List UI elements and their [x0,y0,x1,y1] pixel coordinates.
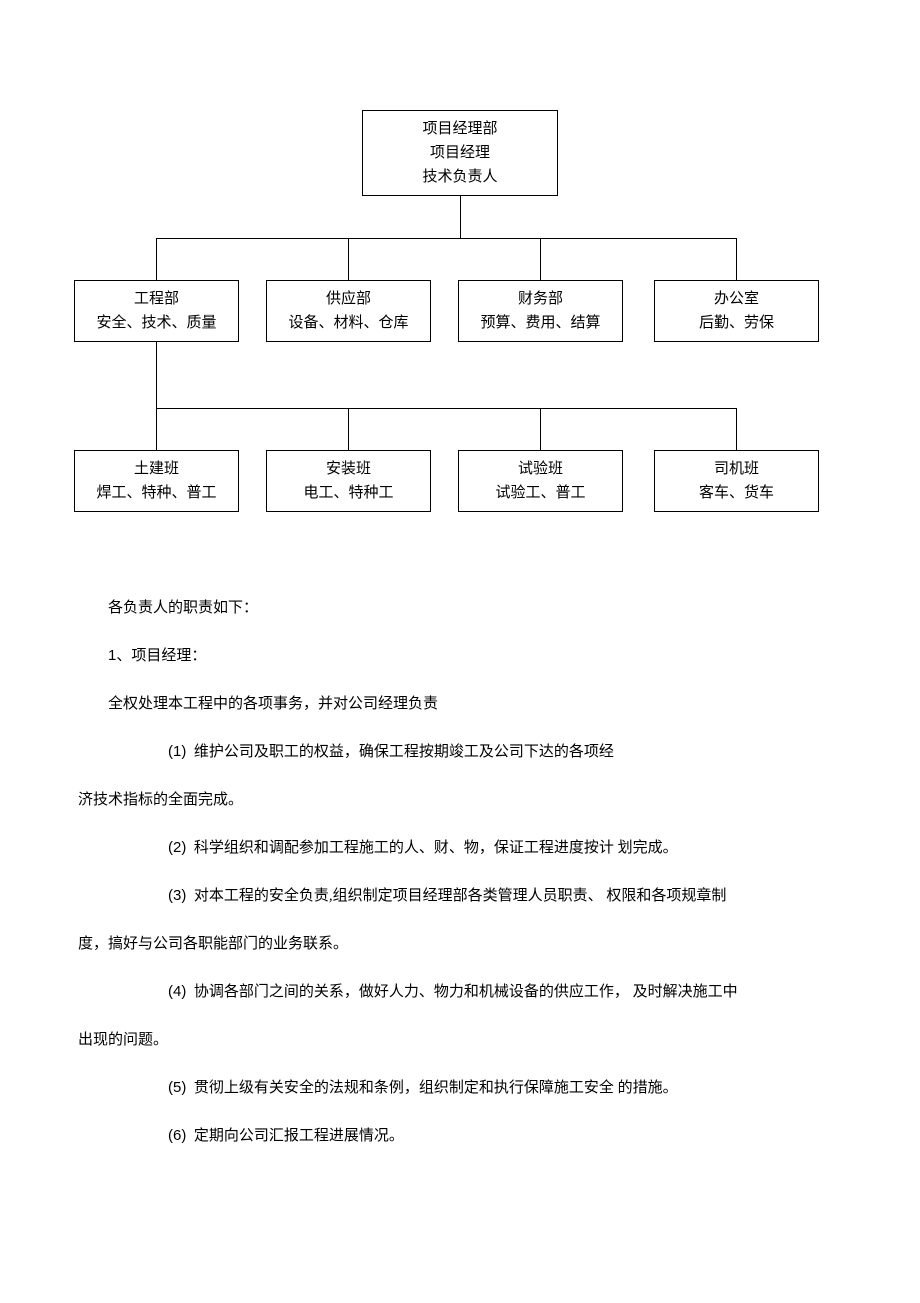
node-line: 司机班 [714,457,759,481]
connector-line [156,408,157,450]
list-item: (6) 定期向公司汇报工程进展情况。 [108,1118,868,1154]
connector-line [348,408,349,450]
node-line: 工程部 [134,287,179,311]
connector-line [736,238,737,280]
connector-line [460,196,461,238]
node-line: 技术负责人 [422,165,497,189]
connector-line [156,342,157,408]
node-line: 试验班 [518,457,563,481]
node-line: 办公室 [714,287,759,311]
document-text: 各负责人的职责如下： 1、项目经理： 全权处理本工程中的各项事务，并对公司经理负… [108,590,868,1166]
org-node-engineering: 工程部 安全、技术、质量 [74,280,239,342]
item-number: (5) [168,1079,186,1096]
list-item: (2) 科学组织和调配参加工程施工的人、财、物，保证工程进度按计 划完成。 [108,830,868,866]
item-number: (2) [168,839,186,856]
item-text: 协调各部门之间的关系，做好人力、物力和机械设备的供应工作， 及时解决施工中 [194,984,738,1000]
connector-line [156,238,157,280]
node-line: 后勤、劳保 [699,311,774,335]
item-text: 维护公司及职工的权益，确保工程按期竣工及公司下达的各项经 [194,744,614,760]
node-line: 安全、技术、质量 [96,311,216,335]
list-item: (4) 协调各部门之间的关系，做好人力、物力和机械设备的供应工作， 及时解决施工… [108,974,868,1010]
section-title: 1、项目经理： [108,638,868,674]
list-item-cont: 出现的问题。 [108,1022,868,1058]
item-number: (3) [168,887,186,904]
connector-line [348,238,349,280]
connector-line [736,408,737,450]
node-line: 焊工、特种、普工 [96,481,216,505]
org-node-construction-team: 土建班 焊工、特种、普工 [74,450,239,512]
item-text: 定期向公司汇报工程进展情况。 [194,1128,404,1144]
node-line: 财务部 [518,287,563,311]
connector-line [156,408,736,409]
node-line: 客车、货车 [699,481,774,505]
org-node-office: 办公室 后勤、劳保 [654,280,819,342]
item-text: 对本工程的安全负责,组织制定项目经理部各类管理人员职责、 权限和各项规章制 [194,888,727,904]
org-node-driver-team: 司机班 客车、货车 [654,450,819,512]
list-item: (5) 贯彻上级有关安全的法规和条例，组织制定和执行保障施工安全 的措施。 [108,1070,868,1106]
node-line: 试验工、普工 [495,481,585,505]
node-line: 项目经理部 [422,117,497,141]
connector-line [540,238,541,280]
node-line: 项目经理 [430,141,490,165]
org-node-install-team: 安装班 电工、特种工 [266,450,431,512]
item-number: (4) [168,983,186,1000]
connector-line [156,238,736,239]
node-line: 安装班 [326,457,371,481]
node-line: 土建班 [134,457,179,481]
connector-line [540,408,541,450]
org-node-root: 项目经理部 项目经理 技术负责人 [362,110,558,196]
list-item: (3) 对本工程的安全负责,组织制定项目经理部各类管理人员职责、 权限和各项规章… [108,878,868,914]
org-node-test-team: 试验班 试验工、普工 [458,450,623,512]
node-line: 供应部 [326,287,371,311]
item-number: (1) [168,743,186,760]
node-line: 设备、材料、仓库 [288,311,408,335]
section-desc: 全权处理本工程中的各项事务，并对公司经理负责 [108,686,868,722]
intro-text: 各负责人的职责如下： [108,590,868,626]
section-number: 1、项目经理： [108,647,206,664]
org-chart: 项目经理部 项目经理 技术负责人 工程部 安全、技术、质量 供应部 设备、材料、… [0,0,920,540]
org-node-supply: 供应部 设备、材料、仓库 [266,280,431,342]
node-line: 电工、特种工 [303,481,393,505]
node-line: 预算、费用、结算 [480,311,600,335]
item-number: (6) [168,1127,186,1144]
item-text: 贯彻上级有关安全的法规和条例，组织制定和执行保障施工安全 的措施。 [194,1080,678,1096]
list-item-cont: 度，搞好与公司各职能部门的业务联系。 [108,926,868,962]
org-node-finance: 财务部 预算、费用、结算 [458,280,623,342]
list-item: (1) 维护公司及职工的权益，确保工程按期竣工及公司下达的各项经 [108,734,868,770]
item-text: 科学组织和调配参加工程施工的人、财、物，保证工程进度按计 划完成。 [194,840,678,856]
list-item-cont: 济技术指标的全面完成。 [108,782,868,818]
